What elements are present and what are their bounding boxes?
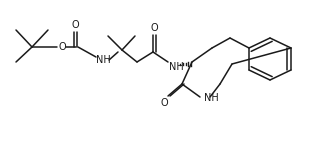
- Text: O: O: [71, 20, 79, 30]
- Text: NH: NH: [204, 93, 219, 103]
- Text: O: O: [58, 42, 66, 52]
- Text: O: O: [150, 23, 158, 33]
- Text: NH: NH: [95, 55, 111, 65]
- Text: NH: NH: [169, 62, 183, 72]
- Text: O: O: [160, 98, 168, 108]
